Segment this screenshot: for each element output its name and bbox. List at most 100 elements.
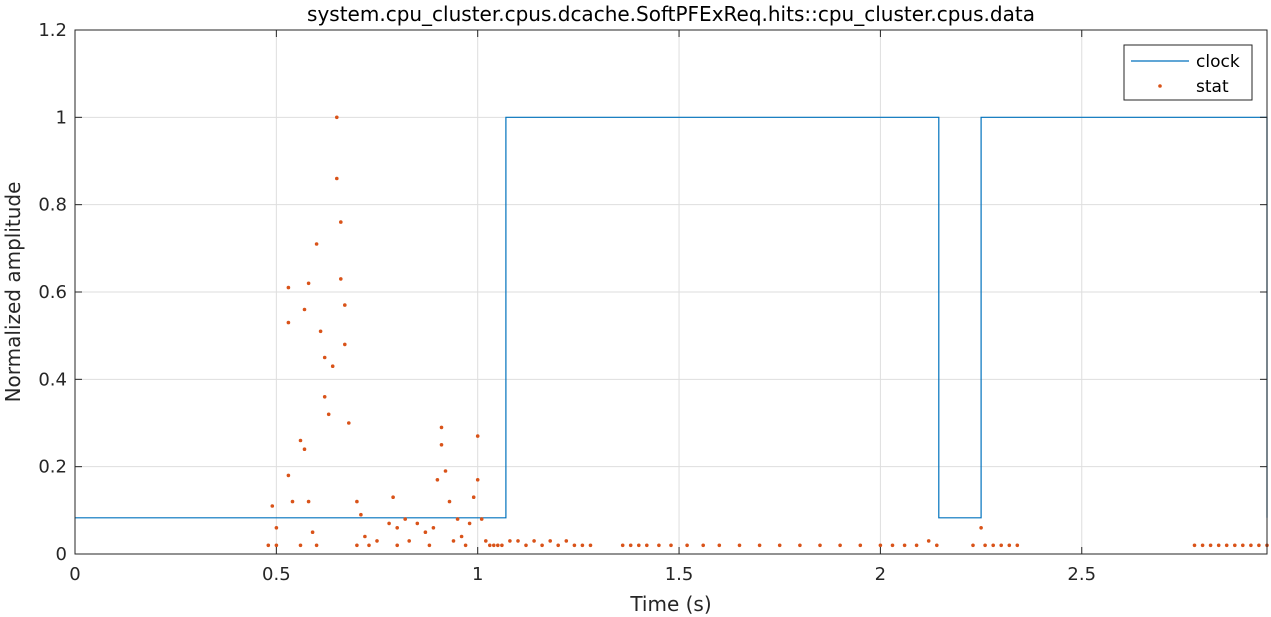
data-point-stat xyxy=(572,543,577,548)
data-point-stat xyxy=(322,395,327,399)
data-point-stat xyxy=(737,543,742,548)
data-point-stat xyxy=(540,543,544,548)
data-point-stat xyxy=(1015,543,1020,548)
data-point-stat xyxy=(588,543,593,548)
data-point-stat xyxy=(777,543,782,548)
data-point-stat xyxy=(266,543,271,548)
data-point-stat xyxy=(902,543,907,548)
data-point-stat xyxy=(302,307,307,312)
data-point-stat xyxy=(363,534,367,539)
x-axis-label: Time (s) xyxy=(629,592,711,616)
data-point-stat xyxy=(318,329,323,334)
x-tick-label: 2.5 xyxy=(1067,564,1096,585)
data-point-stat xyxy=(475,434,480,438)
data-point-stat xyxy=(516,539,520,543)
data-point-stat xyxy=(971,543,975,548)
data-point-stat xyxy=(471,495,476,500)
x-tick-label: 0.5 xyxy=(262,564,291,585)
data-point-stat xyxy=(347,421,351,425)
data-point-stat xyxy=(335,176,339,181)
data-point-stat xyxy=(330,364,335,369)
data-point-stat xyxy=(1233,543,1237,548)
data-point-stat xyxy=(343,342,347,347)
y-tick-label: 0.6 xyxy=(38,282,67,303)
y-tick-label: 1.2 xyxy=(38,20,67,41)
data-point-stat xyxy=(983,543,987,548)
series-line-clock xyxy=(75,116,1268,519)
y-tick-label: 0.4 xyxy=(38,369,67,390)
data-point-stat xyxy=(322,355,327,360)
data-point-stat xyxy=(306,499,311,504)
data-point-stat xyxy=(439,443,444,447)
data-point-stat xyxy=(500,543,504,548)
data-point-stat xyxy=(339,277,343,281)
data-point-stat xyxy=(492,543,496,548)
data-point-stat xyxy=(286,473,291,478)
data-point-stat xyxy=(532,539,536,543)
data-point-stat xyxy=(628,543,633,548)
data-point-stat xyxy=(914,543,919,548)
data-point-stat xyxy=(314,543,319,548)
data-point-stat xyxy=(467,521,472,526)
data-point-stat xyxy=(403,517,408,521)
data-point-stat xyxy=(298,543,303,548)
data-point-stat xyxy=(443,469,448,473)
data-point-stat xyxy=(1200,543,1205,548)
data-point-stat xyxy=(524,543,528,548)
data-point-stat xyxy=(620,543,625,548)
data-point-stat xyxy=(979,526,983,530)
data-point-stat xyxy=(484,539,488,543)
data-point-stat xyxy=(343,303,347,307)
data-point-stat xyxy=(298,438,303,443)
x-tick-label: 1.5 xyxy=(665,564,694,585)
legend-label-clock: clock xyxy=(1196,52,1240,72)
data-point-stat xyxy=(645,543,649,548)
ticks: 0 0.5 1 1.5 2 2.5 0 0.2 0.4 0.6 0.8 1 1.2 xyxy=(38,20,1267,585)
data-point-stat xyxy=(439,425,444,430)
data-point-stat xyxy=(926,539,931,543)
data-point-stat xyxy=(935,543,939,548)
data-point-stat xyxy=(306,281,311,286)
data-point-stat xyxy=(508,539,512,543)
x-tick-label: 2 xyxy=(875,564,886,585)
data-point-stat xyxy=(395,543,400,548)
data-point-stat xyxy=(395,526,400,530)
data-point-stat xyxy=(637,543,641,548)
data-point-stat xyxy=(548,539,552,543)
data-point-stat xyxy=(415,521,420,526)
data-point-stat xyxy=(431,526,436,530)
data-point-stat xyxy=(359,512,363,517)
data-point-stat xyxy=(290,499,295,504)
legend: clock stat xyxy=(1123,44,1253,101)
data-point-stat xyxy=(407,539,412,543)
data-point-stat xyxy=(387,521,391,526)
data-point-stat xyxy=(858,543,863,548)
data-point-stat xyxy=(435,478,440,482)
data-point-stat xyxy=(447,499,452,504)
y-tick-label: 0 xyxy=(56,544,67,565)
data-point-stat xyxy=(685,543,689,548)
data-point-stat xyxy=(580,543,585,548)
data-point-stat xyxy=(798,543,802,548)
data-point-stat xyxy=(314,242,319,246)
data-point-stat xyxy=(455,517,460,521)
data-point-stat xyxy=(367,543,371,548)
data-point-stat xyxy=(701,543,705,548)
data-point-stat xyxy=(274,543,279,548)
x-tick-label: 0 xyxy=(69,564,80,585)
data-point-stat xyxy=(339,220,343,224)
data-point-stat xyxy=(838,543,842,548)
legend-label-stat: stat xyxy=(1196,77,1229,97)
data-point-stat xyxy=(1249,543,1253,548)
data-point-stat xyxy=(818,543,822,548)
data-point-stat xyxy=(355,543,359,548)
data-point-stat xyxy=(890,543,895,548)
data-point-stat xyxy=(463,543,468,548)
data-point-stat xyxy=(1257,543,1261,548)
data-point-stat xyxy=(479,517,484,521)
data-point-stat xyxy=(475,478,480,482)
data-point-stat xyxy=(1224,543,1229,548)
data-point-stat xyxy=(391,495,395,500)
data-point-stat xyxy=(302,447,307,452)
